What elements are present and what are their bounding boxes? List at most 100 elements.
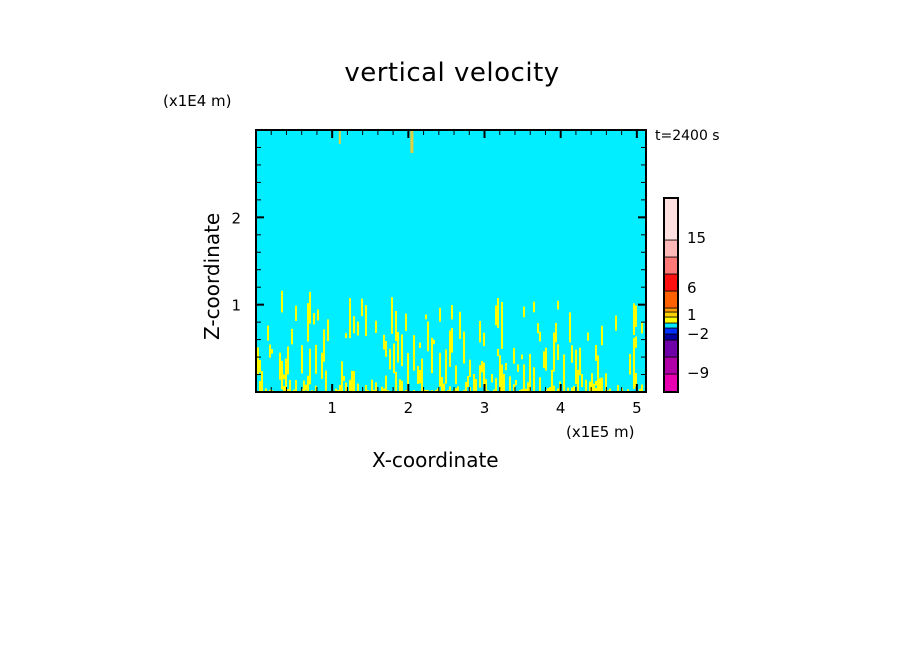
updraft-streak — [383, 388, 385, 392]
updraft-streak — [259, 359, 261, 373]
updraft-streak — [505, 362, 507, 371]
updraft-streak — [435, 389, 437, 392]
updraft-streak — [557, 300, 559, 310]
updraft-streak — [501, 301, 503, 338]
updraft-streak — [523, 364, 525, 390]
y-tick-label: 2 — [231, 209, 241, 227]
updraft-streak — [269, 344, 271, 358]
updraft-streak — [599, 378, 601, 392]
x-tick-label: 2 — [404, 399, 414, 417]
updraft-streak — [425, 389, 427, 392]
updraft-streak — [281, 360, 283, 390]
updraft-streak — [537, 323, 539, 334]
plot-frame — [255, 129, 647, 393]
updraft-streak — [595, 387, 597, 392]
colorbar-segment — [663, 197, 679, 241]
updraft-streak — [591, 373, 593, 392]
updraft-streak — [287, 346, 289, 375]
updraft-streak — [503, 373, 505, 392]
updraft-streak — [339, 384, 341, 392]
colorbar-segment — [663, 373, 679, 393]
updraft-streak — [641, 322, 643, 334]
updraft-streak — [295, 379, 297, 392]
updraft-streak — [633, 373, 635, 390]
updraft-streak — [495, 305, 497, 326]
updraft-streak — [313, 313, 315, 325]
updraft-streak — [261, 371, 263, 392]
colorbar-label: 15 — [687, 229, 706, 247]
updraft-streak — [309, 348, 311, 385]
updraft-streak — [495, 378, 497, 386]
colorbar-segment — [663, 311, 679, 318]
updraft-streak — [303, 380, 305, 392]
updraft-streak — [501, 364, 503, 392]
updraft-streak — [365, 305, 367, 337]
updraft-streak — [315, 385, 317, 392]
updraft-streak — [421, 358, 423, 384]
updraft-streak — [599, 385, 601, 392]
updraft-streak — [291, 328, 293, 345]
updraft-streak — [557, 388, 559, 392]
updraft-streak — [345, 382, 347, 392]
updraft-streak — [635, 373, 637, 388]
updraft-streak — [437, 388, 439, 392]
updraft-streak — [375, 382, 377, 392]
updraft-streak — [601, 377, 603, 392]
updraft-streak — [283, 374, 285, 380]
updraft-streak — [349, 379, 351, 392]
updraft-streak — [459, 311, 461, 339]
updraft-streak — [267, 325, 269, 341]
updraft-streak — [549, 387, 551, 392]
updraft-streak — [481, 360, 483, 373]
updraft-streak — [431, 337, 433, 374]
updraft-streak — [601, 325, 603, 346]
updraft-streak — [627, 389, 629, 392]
colorbar-label: 6 — [687, 279, 697, 297]
updraft-streak — [499, 355, 501, 392]
updraft-streak — [567, 387, 569, 392]
updraft-streak — [338, 130, 341, 144]
colorbar-segment — [663, 356, 679, 375]
updraft-streak — [521, 354, 523, 360]
updraft-streak — [351, 370, 353, 392]
updraft-streak — [365, 385, 367, 392]
updraft-streak — [551, 369, 553, 392]
updraft-streak — [555, 322, 557, 343]
updraft-streak — [463, 331, 465, 364]
updraft-streak — [633, 303, 635, 336]
updraft-streak — [317, 309, 319, 321]
colorbar-segment — [663, 316, 679, 324]
updraft-streak — [307, 375, 309, 392]
updraft-streak — [513, 347, 515, 364]
updraft-streak — [419, 342, 421, 348]
updraft-streak — [401, 334, 403, 367]
updraft-streak — [383, 334, 385, 350]
updraft-streak — [397, 331, 399, 363]
updraft-streak — [479, 320, 481, 343]
updraft-streak — [525, 388, 527, 392]
updraft-streak — [569, 324, 571, 332]
updraft-streak — [605, 373, 607, 392]
updraft-streak — [615, 315, 617, 331]
updraft-streak — [385, 340, 387, 357]
updraft-streak — [457, 386, 459, 392]
updraft-streak — [259, 381, 261, 392]
updraft-streak — [575, 349, 577, 384]
x-axis-label: X-coordinate — [372, 448, 499, 472]
updraft-streak — [473, 373, 475, 392]
updraft-streak — [405, 389, 407, 392]
colorbar-frame — [663, 197, 679, 393]
updraft-streak — [483, 332, 485, 347]
updraft-streak — [513, 389, 515, 392]
updraft-streak — [341, 387, 343, 392]
updraft-streak — [375, 320, 377, 334]
updraft-streak — [597, 355, 599, 379]
updraft-streak — [349, 298, 351, 314]
updraft-streak — [593, 383, 595, 392]
updraft-streak — [587, 332, 589, 341]
updraft-streak — [389, 348, 391, 370]
updraft-streak — [589, 381, 591, 392]
updraft-streak — [321, 352, 323, 379]
updraft-streak — [497, 297, 499, 328]
